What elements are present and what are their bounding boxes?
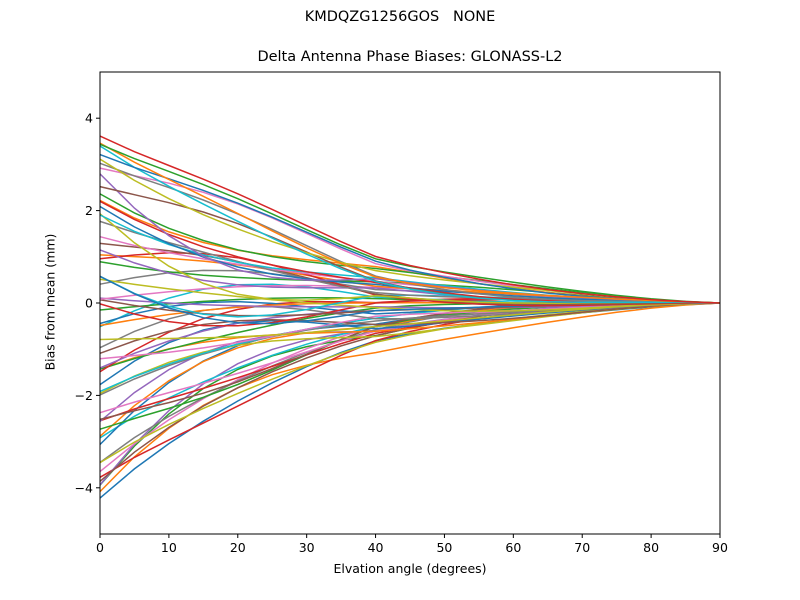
- x-tick-label: 20: [230, 540, 246, 555]
- series-line: [99, 302, 721, 486]
- series-line: [99, 153, 721, 304]
- x-tick-label: 70: [574, 540, 590, 555]
- x-tick-label: 90: [712, 540, 728, 555]
- x-tick-label: 30: [299, 540, 315, 555]
- y-tick-label: −4: [75, 480, 93, 495]
- y-tick-label: −2: [75, 388, 93, 403]
- x-tick-label: 10: [161, 540, 177, 555]
- series-layer: [99, 135, 721, 499]
- series-line: [99, 185, 721, 304]
- series-line: [99, 135, 721, 304]
- series-line: [99, 302, 721, 486]
- x-tick-label: 80: [643, 540, 659, 555]
- x-tick-label: 40: [368, 540, 384, 555]
- series-line: [99, 302, 721, 393]
- ticks-layer: 0 10 20 30 40 50 60 70 80 90 −4 −2 0 2 4: [75, 111, 728, 555]
- chart-title: Delta Antenna Phase Biases: GLONASS-L2: [257, 49, 563, 65]
- chart-suptitle: KMDQZG1256GOS NONE: [304, 9, 496, 25]
- x-tick-label: 0: [96, 540, 104, 555]
- x-tick-label: 60: [505, 540, 521, 555]
- series-line: [99, 143, 721, 304]
- x-tick-label: 50: [436, 540, 452, 555]
- y-tick-label: 2: [85, 203, 93, 218]
- series-line: [99, 145, 721, 304]
- x-axis-label: Elvation angle (degrees): [333, 561, 487, 576]
- y-tick-label: 0: [85, 296, 93, 311]
- y-axis-label: Bias from mean (mm): [42, 233, 58, 371]
- series-line: [99, 302, 721, 395]
- series-line: [99, 142, 721, 304]
- y-tick-label: 4: [85, 111, 93, 126]
